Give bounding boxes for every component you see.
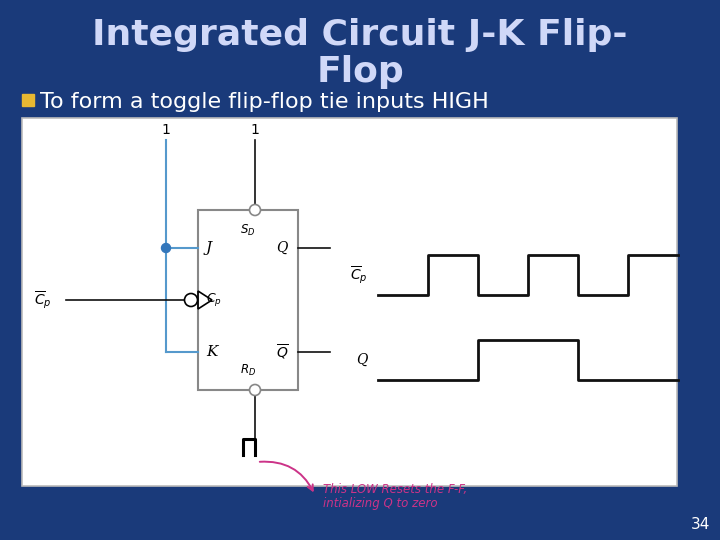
Circle shape <box>250 384 261 395</box>
Circle shape <box>250 205 261 215</box>
Text: This LOW Resets the F-F,: This LOW Resets the F-F, <box>323 483 467 496</box>
Text: $R_D$: $R_D$ <box>240 362 256 377</box>
Circle shape <box>161 244 171 253</box>
Text: To form a toggle flip-flop tie inputs HIGH: To form a toggle flip-flop tie inputs HI… <box>40 92 489 112</box>
Text: J: J <box>206 241 212 255</box>
Bar <box>198 210 298 390</box>
Text: $C_p$: $C_p$ <box>206 292 222 308</box>
Bar <box>22 94 34 106</box>
Text: $\overline{Q}$: $\overline{Q}$ <box>276 342 289 362</box>
Text: 34: 34 <box>690 517 710 532</box>
Text: $S_D$: $S_D$ <box>240 222 256 238</box>
Circle shape <box>184 294 197 307</box>
Text: $\overline{C}_p$: $\overline{C}_p$ <box>351 264 368 286</box>
Text: Q: Q <box>276 241 287 255</box>
Text: 1: 1 <box>251 123 259 137</box>
Text: Integrated Circuit J-K Flip-: Integrated Circuit J-K Flip- <box>92 18 628 52</box>
Text: intializing Q to zero: intializing Q to zero <box>323 497 438 510</box>
Text: 1: 1 <box>161 123 171 137</box>
Text: Q: Q <box>356 353 368 367</box>
Text: K: K <box>206 345 217 359</box>
Bar <box>22 118 677 486</box>
Text: $\overline{C}_p$: $\overline{C}_p$ <box>34 289 52 311</box>
Text: Flop: Flop <box>316 55 404 89</box>
